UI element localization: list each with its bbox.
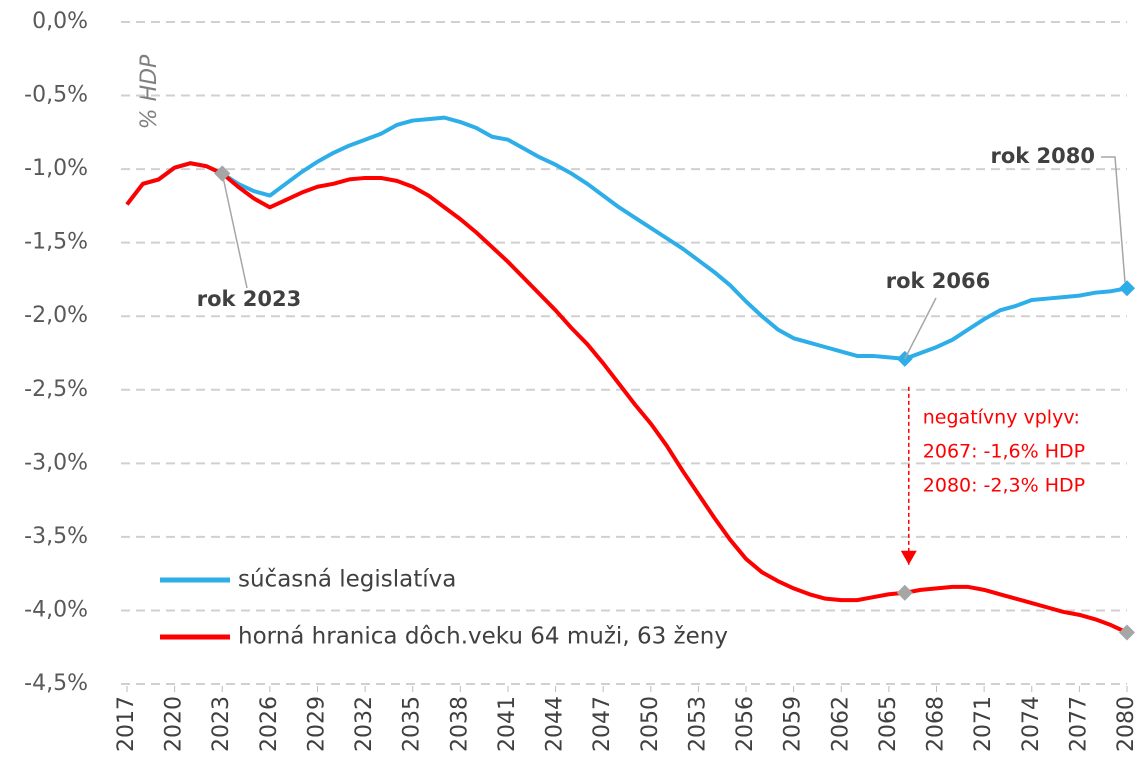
annotation-leader [1101, 156, 1126, 283]
annotation: rok 2023 [197, 287, 302, 311]
x-tick-label: 2023 [209, 696, 234, 752]
y-tick-label: -1,5% [24, 230, 88, 255]
y-tick-label: -4,0% [24, 597, 88, 622]
series-line [125, 161, 1128, 635]
marker [1119, 280, 1135, 297]
y-tick-label: -0,5% [24, 83, 88, 108]
x-tick-label: 2035 [400, 696, 425, 752]
y-tick-label: 0,0% [32, 9, 88, 34]
annotation: rok 2066 [886, 269, 991, 293]
legend-label: horná hranica dôch.veku 64 muži, 63 ženy [238, 624, 728, 650]
x-tick-label: 2029 [304, 696, 329, 752]
x-tick-label: 2017 [114, 696, 139, 752]
y-tick-label: -1,0% [24, 156, 88, 181]
x-tick-label: 2053 [685, 696, 710, 752]
x-tick-label: 2080 [1114, 696, 1137, 752]
x-tick-label: 2050 [638, 696, 663, 752]
y-axis-label: % HDP [137, 54, 162, 129]
note-arrow-head [900, 550, 917, 565]
marker [896, 584, 913, 601]
y-tick-label: -2,5% [24, 377, 88, 402]
y-tick-label: -3,0% [24, 450, 88, 475]
x-tick-label: 2062 [828, 696, 853, 752]
x-tick-label: 2044 [543, 696, 568, 752]
x-tick-label: 2077 [1066, 696, 1091, 752]
x-tick-label: 2038 [447, 696, 472, 752]
x-tick-label: 2074 [1019, 696, 1044, 752]
note-text: 2067: -1,6% HDP [923, 441, 1085, 463]
y-tick-label: -4,5% [24, 671, 88, 696]
x-tick-label: 2059 [781, 696, 806, 752]
note-text: 2080: -2,3% HDP [923, 475, 1085, 497]
x-tick-label: 2056 [733, 696, 758, 752]
series-line [125, 115, 1128, 361]
note-text: negatívny vplyv: [923, 407, 1080, 429]
x-tick-label: 2020 [162, 696, 187, 752]
y-tick-label: -3,5% [24, 524, 88, 549]
x-tick-label: 2041 [495, 696, 520, 752]
x-tick-label: 2071 [971, 696, 996, 752]
x-tick-label: 2026 [257, 696, 282, 752]
legend-label: súčasná legislatíva [238, 567, 456, 593]
marker [1119, 624, 1135, 641]
x-tick-label: 2047 [590, 696, 615, 752]
annotation-leader [904, 297, 937, 360]
x-tick-label: 2068 [924, 696, 949, 752]
annotation: rok 2080 [990, 144, 1095, 168]
x-tick-label: 2065 [876, 696, 901, 752]
x-tick-label: 2032 [352, 696, 377, 752]
y-tick-label: -2,0% [24, 303, 88, 328]
annotation-leader [221, 173, 248, 289]
